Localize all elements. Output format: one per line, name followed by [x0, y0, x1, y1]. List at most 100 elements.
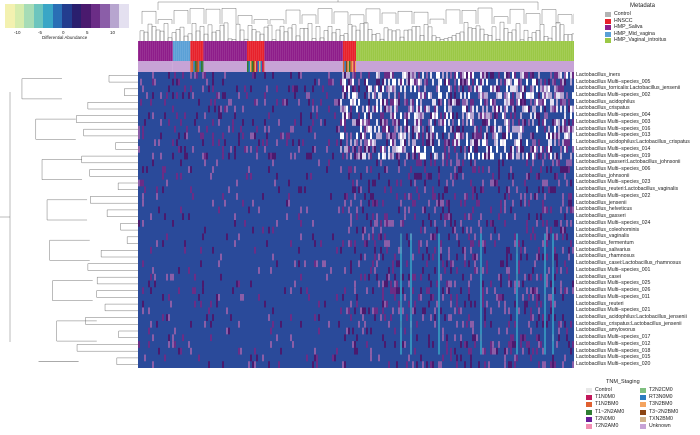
- heatmap-cell: [506, 186, 508, 194]
- heatmap-cell: [554, 85, 556, 93]
- metadata-stripe: [272, 41, 273, 61]
- heatmap-cell: [254, 72, 256, 79]
- metadata-stripe: [460, 41, 461, 61]
- heatmap-cell: [232, 119, 234, 126]
- heatmap-cell: [412, 125, 414, 133]
- heatmap-cell: [480, 92, 482, 99]
- heatmap-cell: [168, 294, 170, 301]
- metadata-stripe: [384, 41, 385, 61]
- heatmap-cell: [370, 327, 372, 335]
- heatmap-cell: [348, 327, 350, 335]
- heatmap-cell: [210, 334, 212, 342]
- heatmap-cell: [364, 125, 366, 133]
- row-label: Lactobacillus Multi–species_001: [576, 266, 651, 273]
- heatmap-cell: [522, 152, 524, 160]
- heatmap-cell: [532, 226, 534, 234]
- heatmap-cell: [346, 85, 348, 93]
- heatmap-cell: [420, 172, 422, 180]
- heatmap-cell: [212, 199, 214, 207]
- heatmap-cell: [460, 220, 462, 227]
- heatmap-cell: [154, 273, 156, 281]
- row-label: Lactobacillus_reuteri: [576, 300, 624, 307]
- heatmap-cell: [362, 233, 364, 241]
- heatmap-cell: [148, 307, 150, 315]
- heatmap-cell: [472, 119, 474, 126]
- heatmap-cell: [500, 294, 502, 301]
- heatmap-cell: [298, 72, 300, 79]
- legend-item: HMP_Mid_vagina: [605, 31, 655, 37]
- heatmap-cell: [366, 119, 368, 126]
- heatmap-cell: [558, 320, 560, 328]
- heatmap-cell: [290, 314, 292, 321]
- heatmap-cell: [446, 179, 448, 187]
- heatmap-cell: [390, 85, 392, 93]
- heatmap-cell: [402, 139, 404, 146]
- heatmap-cell: [436, 72, 438, 79]
- heatmap-cell: [508, 98, 510, 106]
- heatmap-cell: [206, 314, 208, 321]
- heatmap-cell: [572, 132, 574, 140]
- heatmap-cell: [390, 72, 392, 79]
- heatmap-cell: [530, 233, 532, 241]
- metadata-stripe: [512, 41, 513, 61]
- heatmap-cell: [508, 119, 510, 126]
- heatmap-cell: [428, 119, 430, 126]
- heatmap-cell: [546, 220, 548, 227]
- heatmap-cell: [442, 294, 444, 301]
- metadata-stripe: [286, 41, 287, 61]
- heatmap-cell: [346, 146, 348, 153]
- heatmap-cell: [510, 98, 512, 106]
- heatmap-cell: [470, 246, 472, 254]
- heatmap-cell: [416, 119, 418, 126]
- heatmap-cell: [230, 146, 232, 153]
- heatmap-cell: [308, 125, 310, 133]
- heatmap-cell: [514, 78, 516, 86]
- heatmap-cell: [426, 172, 428, 180]
- heatmap-cell: [380, 105, 382, 113]
- heatmap-cell: [388, 320, 390, 328]
- metadata-stripe: [262, 41, 263, 61]
- heatmap-cell: [568, 193, 570, 200]
- metadata-stripe: [200, 41, 201, 61]
- heatmap-cell: [336, 294, 338, 301]
- heatmap-cell: [298, 139, 300, 146]
- heatmap-cell: [546, 85, 548, 93]
- metadata-stripe: [530, 41, 531, 61]
- heatmap-cell: [224, 139, 226, 146]
- metadata-stripe: [570, 41, 571, 61]
- heatmap-cell: [490, 146, 492, 153]
- metadata-stripe: [394, 41, 395, 61]
- row-label: Lactobacillus_reuteri:Lactobacillus_vagi…: [576, 186, 679, 193]
- metadata-stripe: [230, 41, 231, 61]
- tnm-cell: [251, 61, 253, 72]
- heatmap-cell: [572, 287, 574, 294]
- heatmap-cell: [190, 347, 192, 355]
- heatmap-cell: [498, 125, 500, 133]
- heatmap-cell: [432, 294, 434, 301]
- heatmap-cell: [442, 354, 444, 362]
- heatmap-cell: [202, 152, 204, 160]
- legend-swatch: [586, 402, 592, 408]
- metadata-stripe: [226, 41, 227, 61]
- heatmap-cell: [534, 146, 536, 153]
- heatmap-cell: [488, 112, 490, 120]
- heatmap-cell: [504, 78, 506, 86]
- heatmap-cell: [500, 280, 502, 288]
- heatmap-cell: [270, 341, 272, 348]
- heatmap-cell: [386, 139, 388, 146]
- heatmap-cell: [412, 253, 414, 261]
- heatmap-cell: [422, 267, 424, 274]
- heatmap-cell: [420, 105, 422, 113]
- heatmap-cell: [358, 186, 360, 194]
- heatmap-cell: [460, 146, 462, 153]
- heatmap-cell: [554, 152, 556, 160]
- metadata-stripe: [524, 41, 525, 61]
- legend-item: Control: [605, 11, 631, 18]
- heatmap-cell: [152, 334, 154, 342]
- heatmap-cell: [364, 132, 366, 140]
- heatmap-cell: [180, 347, 182, 355]
- heatmap-cell: [532, 78, 534, 86]
- heatmap-cell: [570, 105, 572, 113]
- heatmap-cell: [364, 119, 366, 126]
- heatmap-cell: [368, 125, 370, 133]
